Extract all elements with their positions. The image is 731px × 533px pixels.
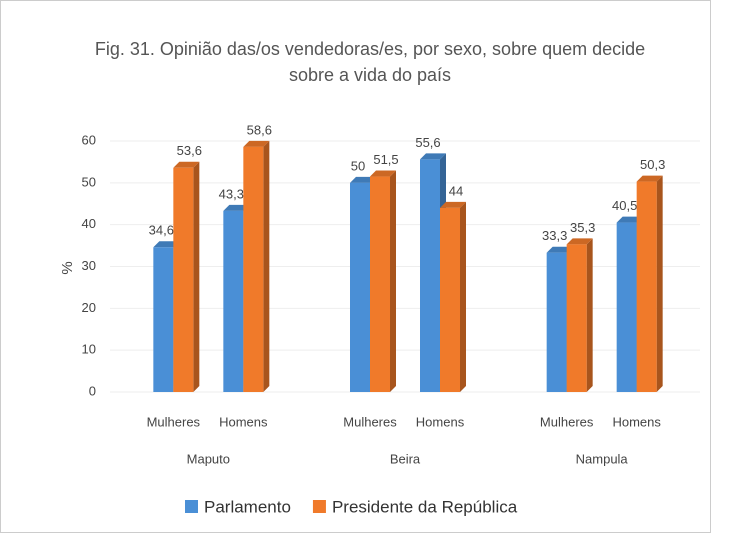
bar (223, 210, 244, 392)
bar (153, 247, 174, 392)
chart-title: Fig. 31. Opinião das/os vendedoras/es, p… (95, 39, 645, 59)
bar (350, 182, 370, 392)
y-axis-label: % (59, 261, 76, 274)
y-tick-label: 10 (82, 342, 96, 357)
x-tick-label: Homens (612, 414, 661, 429)
bar-top (350, 176, 376, 183)
bar-side (460, 201, 466, 392)
bar (616, 222, 637, 392)
bar-side (263, 140, 270, 392)
bar (636, 181, 657, 392)
y-tick-label: 20 (82, 300, 96, 315)
bar-top (440, 201, 466, 208)
bar (546, 252, 567, 392)
group-label: Nampula (576, 451, 629, 466)
bar-top (420, 153, 446, 160)
group-label: Maputo (187, 451, 230, 466)
value-label: 34,6 (149, 223, 174, 238)
bar-top (153, 241, 180, 248)
value-label: 43,3 (219, 186, 244, 201)
bar (370, 176, 390, 392)
value-label: 44 (449, 183, 463, 198)
y-tick-label: 60 (82, 132, 96, 147)
x-tick-label: Mulheres (540, 414, 594, 429)
bar-top (243, 140, 270, 147)
x-tick-label: Mulheres (343, 414, 397, 429)
bar-side (193, 161, 200, 392)
x-tick-label: Homens (219, 414, 268, 429)
bar-top (173, 161, 200, 168)
chart-title: sobre a vida do país (289, 65, 451, 85)
bar (173, 167, 194, 392)
bar-top (566, 238, 593, 245)
y-tick-label: 0 (89, 383, 96, 398)
legend-label: Parlamento (204, 497, 291, 516)
bar (420, 159, 440, 392)
value-label: 35,3 (570, 220, 595, 235)
bar-top (370, 170, 396, 177)
bar-top (223, 204, 250, 211)
y-tick-label: 50 (82, 174, 96, 189)
value-label: 50 (351, 158, 365, 173)
bar-side (586, 238, 593, 392)
bar (243, 146, 264, 392)
bar (566, 244, 587, 392)
value-label: 55,6 (415, 135, 440, 150)
value-label: 53,6 (177, 143, 202, 158)
value-label: 51,5 (373, 152, 398, 167)
group-label: Beira (390, 451, 421, 466)
legend-label: Presidente da República (332, 497, 518, 516)
y-tick-label: 40 (82, 216, 96, 231)
legend-swatch (185, 500, 198, 513)
x-tick-label: Mulheres (147, 414, 201, 429)
bar-side (656, 175, 663, 392)
bar-top (546, 246, 573, 253)
y-tick-label: 30 (82, 258, 96, 273)
value-label: 33,3 (542, 228, 567, 243)
bar (440, 207, 460, 392)
value-label: 58,6 (247, 122, 272, 137)
bar-top (616, 216, 643, 223)
x-tick-label: Homens (416, 414, 465, 429)
bar-top (636, 175, 663, 182)
bar-side (390, 170, 396, 392)
value-label: 50,3 (640, 157, 665, 172)
legend-swatch (312, 500, 326, 513)
value-label: 40,5 (612, 198, 637, 213)
